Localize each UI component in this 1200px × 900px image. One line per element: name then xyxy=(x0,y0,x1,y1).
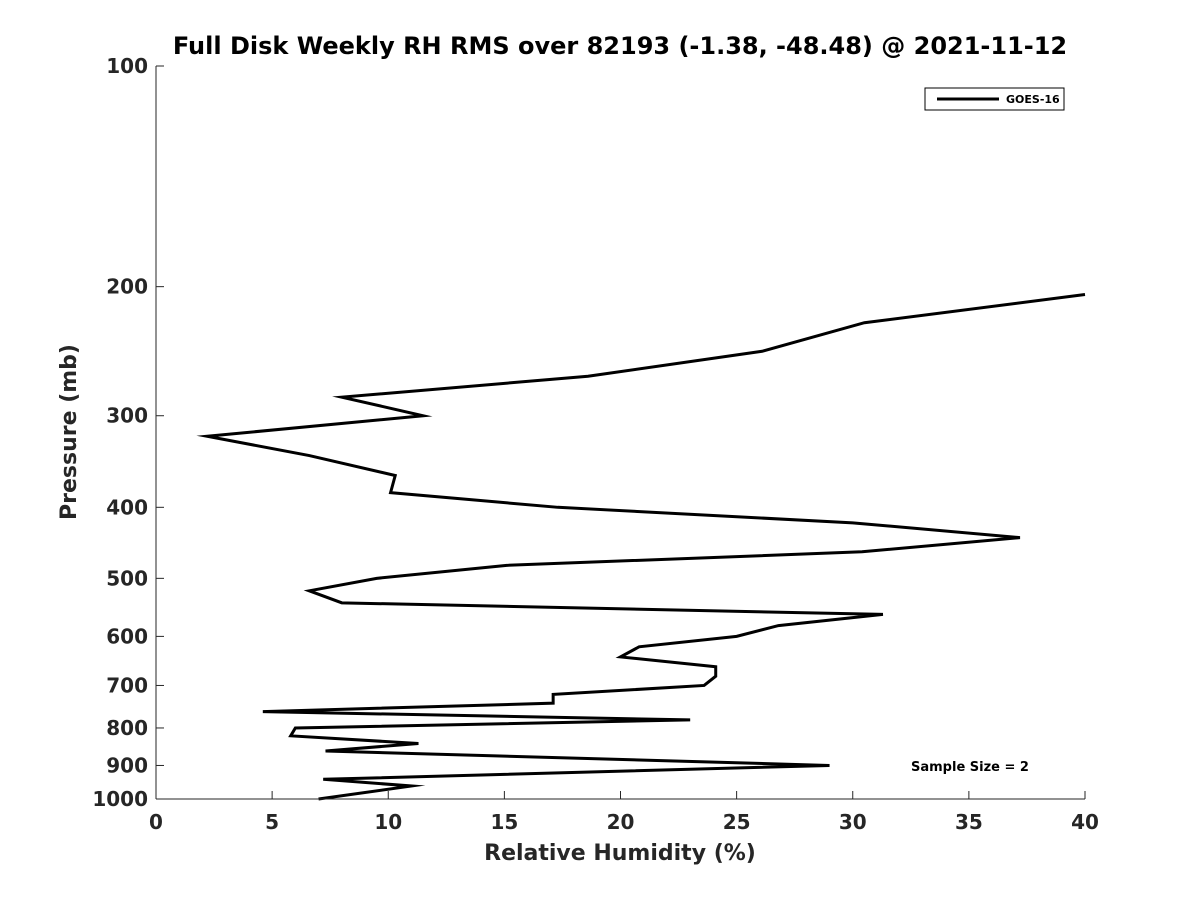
sample-size-annotation: Sample Size = 2 xyxy=(911,760,1029,775)
x-tick-label: 30 xyxy=(839,810,867,834)
y-ticks: 100 200 300 400 500 600 700 800 900 1000 xyxy=(92,54,164,811)
y-tick-label: 900 xyxy=(106,753,148,777)
x-tick-label: 35 xyxy=(955,810,983,834)
plot-area xyxy=(156,66,1085,799)
chart-title: Full Disk Weekly RH RMS over 82193 (-1.3… xyxy=(173,32,1067,60)
x-axis-label: Relative Humidity (%) xyxy=(484,841,756,866)
series-layer xyxy=(196,293,1086,801)
y-tick-label: 600 xyxy=(106,624,148,648)
y-tick-label: 400 xyxy=(106,495,148,519)
x-tick-label: 5 xyxy=(265,810,279,834)
x-tick-label: 15 xyxy=(490,810,518,834)
y-tick-label: 100 xyxy=(106,54,148,78)
legend: GOES-16 xyxy=(924,87,1065,111)
legend-label-goes-16: GOES-16 xyxy=(1006,93,1060,106)
x-tick-label: 10 xyxy=(374,810,402,834)
series-line-goes-16 xyxy=(196,293,1086,801)
x-tick-label: 0 xyxy=(149,810,163,834)
x-tick-label: 25 xyxy=(723,810,751,834)
y-tick-label: 1000 xyxy=(92,787,148,811)
y-axis-label: Pressure (mb) xyxy=(57,344,82,520)
y-tick-label: 200 xyxy=(106,275,148,299)
x-tick-label: 20 xyxy=(607,810,635,834)
x-ticks: 0 5 10 15 20 25 30 35 40 xyxy=(149,791,1099,834)
y-tick-label: 700 xyxy=(106,673,148,697)
x-tick-label: 40 xyxy=(1071,810,1099,834)
y-tick-label: 500 xyxy=(106,566,148,590)
y-tick-label: 800 xyxy=(106,716,148,740)
y-tick-label: 300 xyxy=(106,404,148,428)
